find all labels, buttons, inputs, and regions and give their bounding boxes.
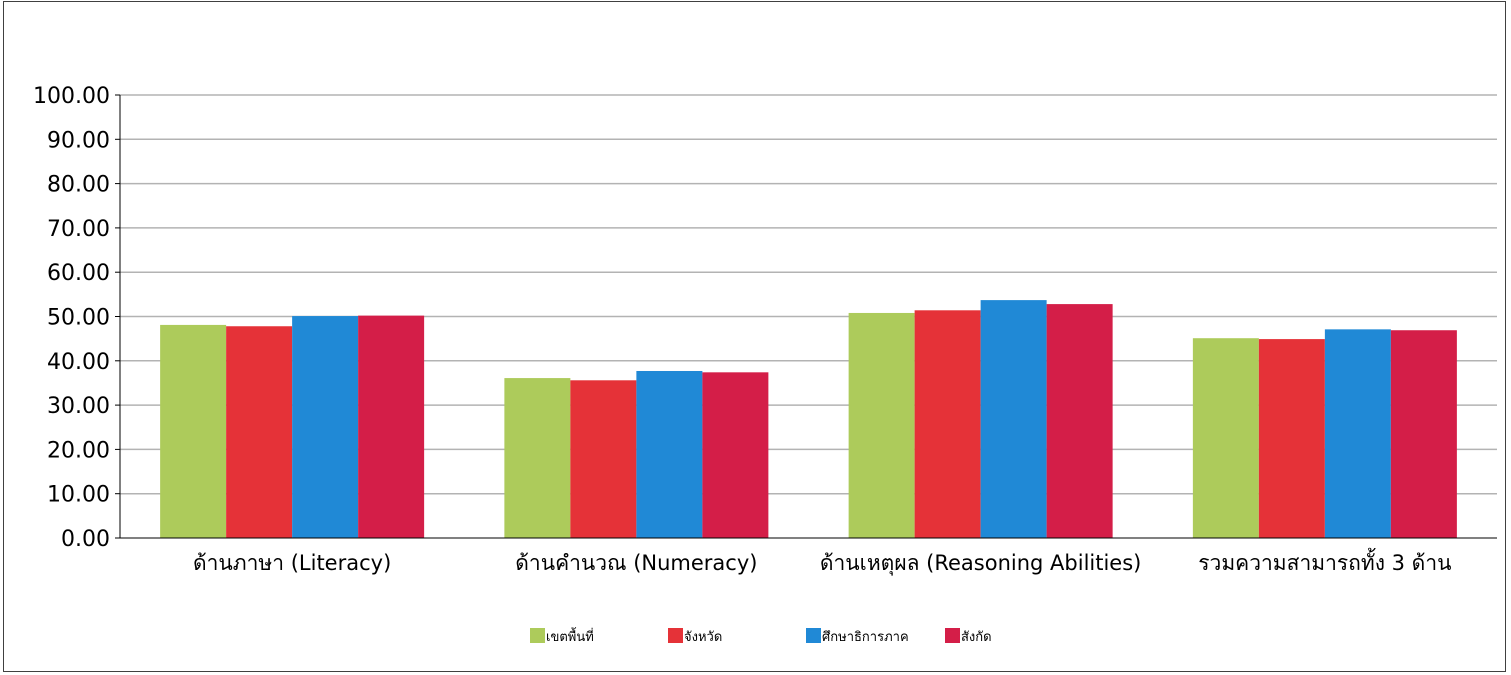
bar: [1192, 338, 1259, 538]
bar: [504, 378, 571, 538]
legend-label: เขตพื้นที่: [546, 627, 594, 645]
bar: [1258, 339, 1325, 538]
bar: [702, 372, 769, 538]
y-tick-label: 100.00: [33, 84, 110, 109]
legend-swatch: [530, 628, 545, 643]
x-tick-label: ด้านเหตุผล (Reasoning Abilities): [820, 551, 1142, 576]
y-tick-label: 50.00: [47, 306, 110, 331]
legend-swatch: [806, 628, 821, 643]
legend-label: ศึกษาธิการภาค: [822, 630, 909, 645]
y-tick-label: 40.00: [47, 350, 110, 375]
y-tick-label: 60.00: [47, 261, 110, 286]
bar: [570, 380, 637, 538]
bar: [1390, 330, 1457, 538]
legend-label: สังกัด: [961, 630, 992, 645]
y-tick-label: 80.00: [47, 173, 110, 198]
y-tick-label: 10.00: [47, 483, 110, 508]
bar: [848, 312, 915, 538]
y-tick-label: 20.00: [47, 438, 110, 463]
bar: [358, 315, 425, 538]
x-tick-label: รวมความสามารถทั้ง 3 ด้าน: [1198, 548, 1451, 575]
bar: [292, 316, 359, 538]
legend-swatch: [945, 628, 960, 643]
bar: [914, 310, 981, 538]
y-tick-label: 30.00: [47, 394, 110, 419]
legend-label: จังหวัด: [684, 630, 722, 645]
bar: [160, 324, 227, 538]
y-tick-label: 90.00: [47, 128, 110, 153]
bar: [980, 300, 1047, 538]
bar: [1324, 329, 1391, 538]
x-tick-label: ด้านคำนวณ (Numeracy): [515, 551, 757, 575]
y-tick-label: 70.00: [47, 217, 110, 242]
bar: [636, 370, 703, 538]
bar: [226, 326, 293, 538]
y-tick-label: 0.00: [61, 527, 110, 552]
x-tick-label: ด้านภาษา (Literacy): [193, 551, 391, 575]
bar: [1046, 304, 1113, 538]
legend-swatch: [668, 628, 683, 643]
